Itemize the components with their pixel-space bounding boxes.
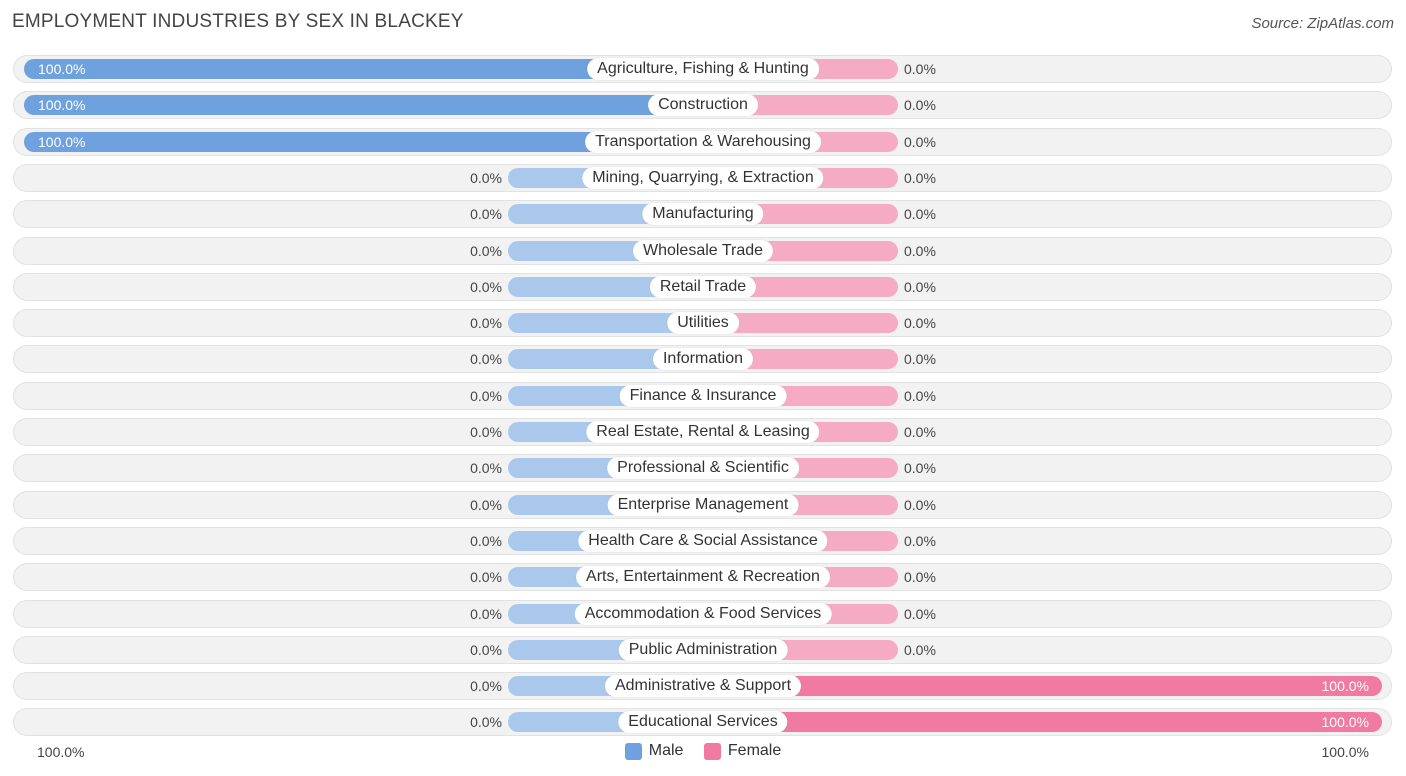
female-value-label: 0.0% <box>904 533 936 549</box>
male-value-label: 100.0% <box>38 97 86 113</box>
category-label: Transportation & Warehousing <box>585 131 821 153</box>
axis-right-label: 100.0% <box>1321 744 1369 760</box>
category-label: Information <box>652 348 754 370</box>
female-value-label: 0.0% <box>904 243 936 259</box>
male-value-label: 0.0% <box>470 460 502 476</box>
category-label: Educational Services <box>618 711 788 733</box>
male-value-label: 100.0% <box>38 61 86 77</box>
female-value-label: 0.0% <box>904 61 936 77</box>
category-label: Health Care & Social Assistance <box>578 530 828 552</box>
legend-swatch-male <box>624 742 642 760</box>
category-label: Professional & Scientific <box>607 457 799 479</box>
category-label: Enterprise Management <box>607 494 799 516</box>
chart-source: Source: ZipAtlas.com <box>1251 15 1394 32</box>
female-bar <box>703 676 1382 696</box>
female-value-label: 0.0% <box>904 497 936 513</box>
category-label: Public Administration <box>618 639 788 661</box>
legend-label-female: Female <box>727 742 782 759</box>
female-bar <box>703 712 1382 732</box>
legend: Male Female <box>0 742 1406 765</box>
female-bar <box>703 313 898 333</box>
male-value-label: 100.0% <box>38 134 86 150</box>
category-label: Retail Trade <box>649 276 757 298</box>
category-label: Mining, Quarrying, & Extraction <box>582 167 824 189</box>
category-label: Arts, Entertainment & Recreation <box>576 566 830 588</box>
female-value-label: 0.0% <box>904 97 936 113</box>
female-value-label: 0.0% <box>904 606 936 622</box>
male-bar <box>24 132 703 152</box>
male-value-label: 0.0% <box>470 569 502 585</box>
male-value-label: 0.0% <box>470 206 502 222</box>
male-value-label: 0.0% <box>470 388 502 404</box>
male-value-label: 0.0% <box>470 606 502 622</box>
legend-swatch-female <box>703 742 721 760</box>
female-value-label: 0.0% <box>904 134 936 150</box>
female-value-label: 0.0% <box>904 351 936 367</box>
category-label: Wholesale Trade <box>632 240 774 262</box>
category-label: Real Estate, Rental & Leasing <box>586 421 820 443</box>
male-value-label: 0.0% <box>470 533 502 549</box>
male-value-label: 0.0% <box>470 351 502 367</box>
female-value-label: 0.0% <box>904 315 936 331</box>
male-value-label: 0.0% <box>470 678 502 694</box>
male-value-label: 0.0% <box>470 315 502 331</box>
male-bar <box>508 313 703 333</box>
legend-item-male: Male <box>624 742 684 760</box>
female-value-label: 0.0% <box>904 460 936 476</box>
axis-left-label: 100.0% <box>37 744 85 760</box>
category-label: Accommodation & Food Services <box>574 603 832 625</box>
category-label: Agriculture, Fishing & Hunting <box>587 58 819 80</box>
male-value-label: 0.0% <box>470 170 502 186</box>
chart-title: EMPLOYMENT INDUSTRIES BY SEX IN BLACKEY <box>12 11 464 32</box>
category-label: Construction <box>648 94 758 116</box>
male-bar <box>24 95 703 115</box>
male-value-label: 0.0% <box>470 497 502 513</box>
category-label: Manufacturing <box>642 203 764 225</box>
female-value-label: 100.0% <box>1321 714 1369 730</box>
male-value-label: 0.0% <box>470 243 502 259</box>
male-value-label: 0.0% <box>470 642 502 658</box>
female-value-label: 0.0% <box>904 206 936 222</box>
female-value-label: 0.0% <box>904 170 936 186</box>
male-value-label: 0.0% <box>470 714 502 730</box>
female-value-label: 0.0% <box>904 388 936 404</box>
female-value-label: 0.0% <box>904 642 936 658</box>
female-value-label: 0.0% <box>904 279 936 295</box>
category-label: Utilities <box>667 312 739 334</box>
male-value-label: 0.0% <box>470 279 502 295</box>
category-label: Finance & Insurance <box>619 385 787 407</box>
male-bar <box>24 59 703 79</box>
male-value-label: 0.0% <box>470 424 502 440</box>
female-value-label: 0.0% <box>904 569 936 585</box>
female-value-label: 100.0% <box>1321 678 1369 694</box>
female-value-label: 0.0% <box>904 424 936 440</box>
legend-label-male: Male <box>648 742 684 759</box>
category-label: Administrative & Support <box>604 675 802 697</box>
legend-item-female: Female <box>703 742 782 760</box>
